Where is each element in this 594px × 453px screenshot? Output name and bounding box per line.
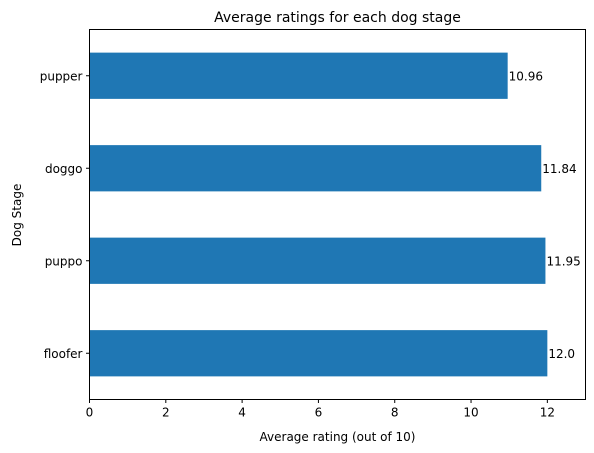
x-tick-label-4: 4 [238, 406, 246, 420]
x-tick-label-2: 2 [162, 406, 170, 420]
x-tick-label-0: 0 [86, 406, 94, 420]
bar-doggo [89, 145, 542, 192]
x-tick-label-8: 8 [391, 406, 399, 420]
x-axis-label: Average rating (out of 10) [260, 430, 416, 444]
y-tick-label-puppo: puppo [45, 254, 83, 268]
x-axis: 0 2 4 6 8 10 12 [86, 399, 555, 420]
y-tick-label-doggo: doggo [45, 162, 83, 176]
x-tick-label-10: 10 [463, 406, 478, 420]
y-axis: pupper doggo puppo floofer [40, 69, 90, 361]
bar-floofer [89, 330, 548, 377]
data-label-pupper: 10.96 [509, 69, 543, 83]
data-label-floofer: 12.0 [548, 347, 575, 361]
x-tick-label-12: 12 [540, 406, 555, 420]
data-label-doggo: 11.84 [542, 162, 576, 176]
x-tick-label-6: 6 [315, 406, 323, 420]
bar-puppo [89, 237, 546, 284]
y-tick-label-floofer: floofer [44, 347, 83, 361]
plot-area: 10.96 11.84 11.95 12.0 [89, 52, 581, 377]
bar-pupper [89, 52, 508, 99]
plot-frame [89, 29, 586, 400]
data-label-puppo: 11.95 [546, 254, 580, 268]
y-axis-label: Dog Stage [10, 184, 24, 247]
y-tick-label-pupper: pupper [40, 69, 83, 83]
chart-title: Average ratings for each dog stage [214, 10, 461, 26]
